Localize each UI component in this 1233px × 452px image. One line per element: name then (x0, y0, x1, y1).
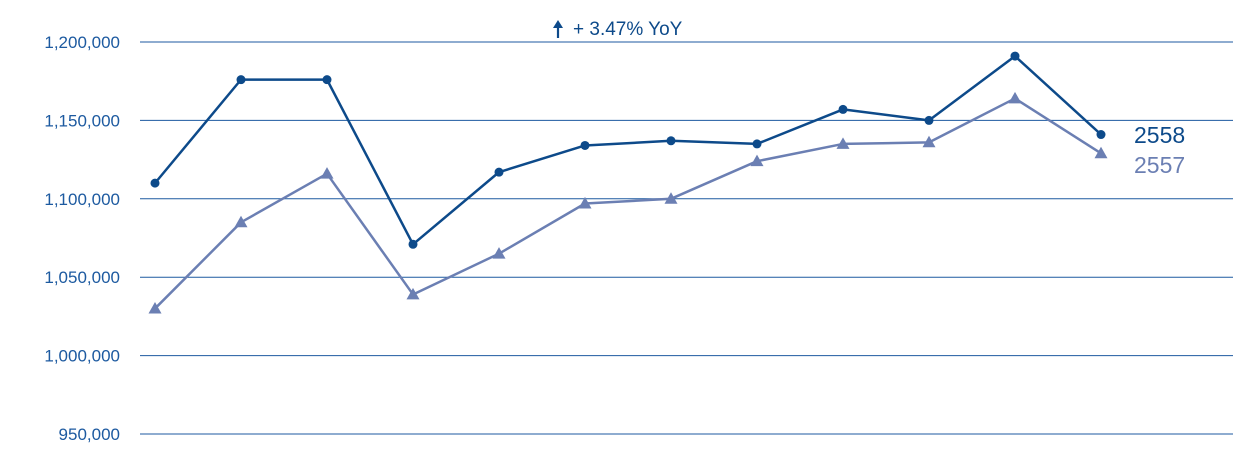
data-point (666, 136, 676, 146)
data-point (664, 192, 678, 204)
y-tick-label: 950,000 (59, 425, 120, 444)
up-arrow-icon (553, 20, 563, 38)
yoy-annotation: + 3.47% YoY (553, 19, 683, 40)
yoy-change-text: + 3.47% YoY (573, 19, 683, 40)
data-point (406, 287, 420, 300)
series-group (148, 51, 1108, 314)
data-point (838, 104, 848, 114)
data-point (492, 247, 506, 259)
y-tick-label: 1,200,000 (44, 33, 120, 52)
data-point (1096, 130, 1106, 140)
data-point (924, 115, 934, 125)
data-point (836, 137, 850, 149)
data-point (578, 196, 592, 209)
series-line (154, 97, 1102, 310)
series-labels: 2558 2557 (1134, 122, 1185, 178)
series-label-2557: 2557 (1134, 152, 1185, 178)
y-tick-label: 1,100,000 (44, 190, 120, 209)
y-tick-label: 1,000,000 (44, 347, 120, 366)
data-point (1010, 51, 1020, 61)
grid-lines (140, 41, 1233, 435)
data-point (922, 135, 936, 148)
data-point (234, 215, 248, 228)
data-point (1008, 91, 1022, 104)
data-point (322, 75, 332, 85)
data-point (408, 239, 418, 249)
series-2558 (150, 51, 1106, 249)
y-tick-label: 1,050,000 (44, 268, 120, 287)
series-2557 (148, 91, 1108, 314)
y-tick-label: 1,150,000 (44, 111, 120, 130)
data-point (752, 139, 762, 149)
data-point (236, 75, 246, 85)
data-point (320, 167, 334, 179)
data-point (150, 178, 160, 188)
data-point (580, 140, 590, 150)
data-point (1094, 146, 1108, 159)
series-label-2558: 2558 (1134, 122, 1185, 148)
y-axis-tick-labels: 1,200,000 1,150,000 1,100,000 1,050,000 1,00… (44, 33, 120, 444)
series-line (154, 54, 1102, 246)
data-point (148, 301, 162, 314)
data-point (494, 167, 504, 177)
data-point (750, 154, 764, 167)
